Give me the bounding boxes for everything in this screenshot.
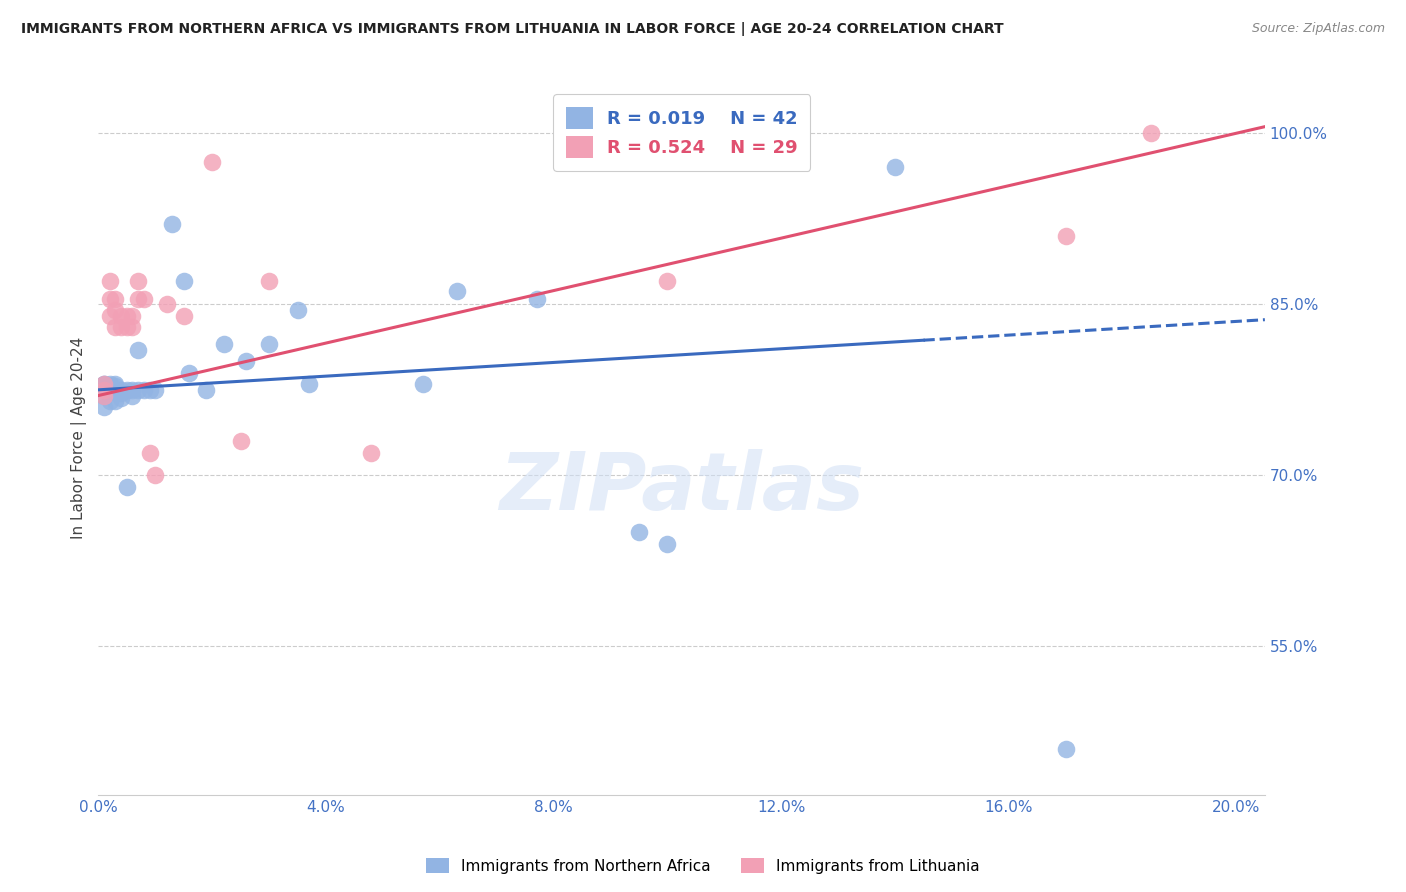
Point	[143, 383, 166, 397]
Point	[121, 383, 143, 397]
Text: Source: ZipAtlas.com: Source: ZipAtlas.com	[1251, 22, 1385, 36]
Point	[110, 383, 132, 397]
Text: ZIPatlas: ZIPatlas	[499, 450, 865, 527]
Point	[104, 377, 127, 392]
Point	[1054, 228, 1077, 243]
Point	[110, 309, 132, 323]
Point	[98, 309, 121, 323]
Point	[127, 275, 149, 289]
Y-axis label: In Labor Force | Age 20-24: In Labor Force | Age 20-24	[72, 337, 87, 540]
Point	[93, 377, 115, 392]
Point	[121, 309, 143, 323]
Point	[138, 383, 160, 397]
Point	[104, 303, 127, 318]
Point	[201, 154, 224, 169]
Point	[138, 445, 160, 459]
Point	[446, 284, 468, 298]
Legend: Immigrants from Northern Africa, Immigrants from Lithuania: Immigrants from Northern Africa, Immigra…	[420, 852, 986, 880]
Point	[98, 377, 121, 392]
Point	[360, 445, 382, 459]
Point	[93, 388, 115, 402]
Point	[115, 383, 138, 397]
Point	[115, 480, 138, 494]
Point	[298, 377, 321, 392]
Point	[98, 394, 121, 409]
Point	[627, 525, 650, 540]
Point	[257, 337, 280, 351]
Point	[104, 383, 127, 397]
Point	[127, 383, 149, 397]
Point	[229, 434, 252, 449]
Point	[884, 161, 907, 175]
Point	[121, 388, 143, 402]
Point	[98, 379, 121, 393]
Point	[104, 320, 127, 334]
Point	[257, 275, 280, 289]
Point	[179, 366, 201, 380]
Point	[132, 383, 155, 397]
Point	[195, 383, 218, 397]
Point	[93, 388, 115, 402]
Point	[127, 343, 149, 357]
Point	[110, 320, 132, 334]
Point	[98, 275, 121, 289]
Point	[212, 337, 235, 351]
Point	[657, 537, 679, 551]
Point	[657, 275, 679, 289]
Point	[235, 354, 257, 368]
Point	[412, 377, 434, 392]
Point	[115, 320, 138, 334]
Point	[173, 275, 195, 289]
Point	[173, 309, 195, 323]
Text: IMMIGRANTS FROM NORTHERN AFRICA VS IMMIGRANTS FROM LITHUANIA IN LABOR FORCE | AG: IMMIGRANTS FROM NORTHERN AFRICA VS IMMIG…	[21, 22, 1004, 37]
Point	[98, 385, 121, 400]
Point	[162, 218, 184, 232]
Point	[93, 377, 115, 392]
Point	[93, 400, 115, 414]
Point	[98, 292, 121, 306]
Point	[93, 377, 115, 392]
Point	[104, 394, 127, 409]
Point	[115, 309, 138, 323]
Point	[1054, 742, 1077, 756]
Point	[287, 303, 309, 318]
Point	[110, 386, 132, 401]
Point	[98, 383, 121, 397]
Point	[121, 320, 143, 334]
Point	[104, 292, 127, 306]
Point	[132, 292, 155, 306]
Point	[93, 383, 115, 397]
Point	[526, 292, 548, 306]
Point	[156, 297, 179, 311]
Legend: R = 0.019    N = 42, R = 0.524    N = 29: R = 0.019 N = 42, R = 0.524 N = 29	[553, 95, 810, 171]
Point	[93, 383, 115, 397]
Point	[1140, 126, 1163, 140]
Point	[104, 379, 127, 393]
Point	[127, 292, 149, 306]
Point	[110, 391, 132, 405]
Point	[143, 468, 166, 483]
